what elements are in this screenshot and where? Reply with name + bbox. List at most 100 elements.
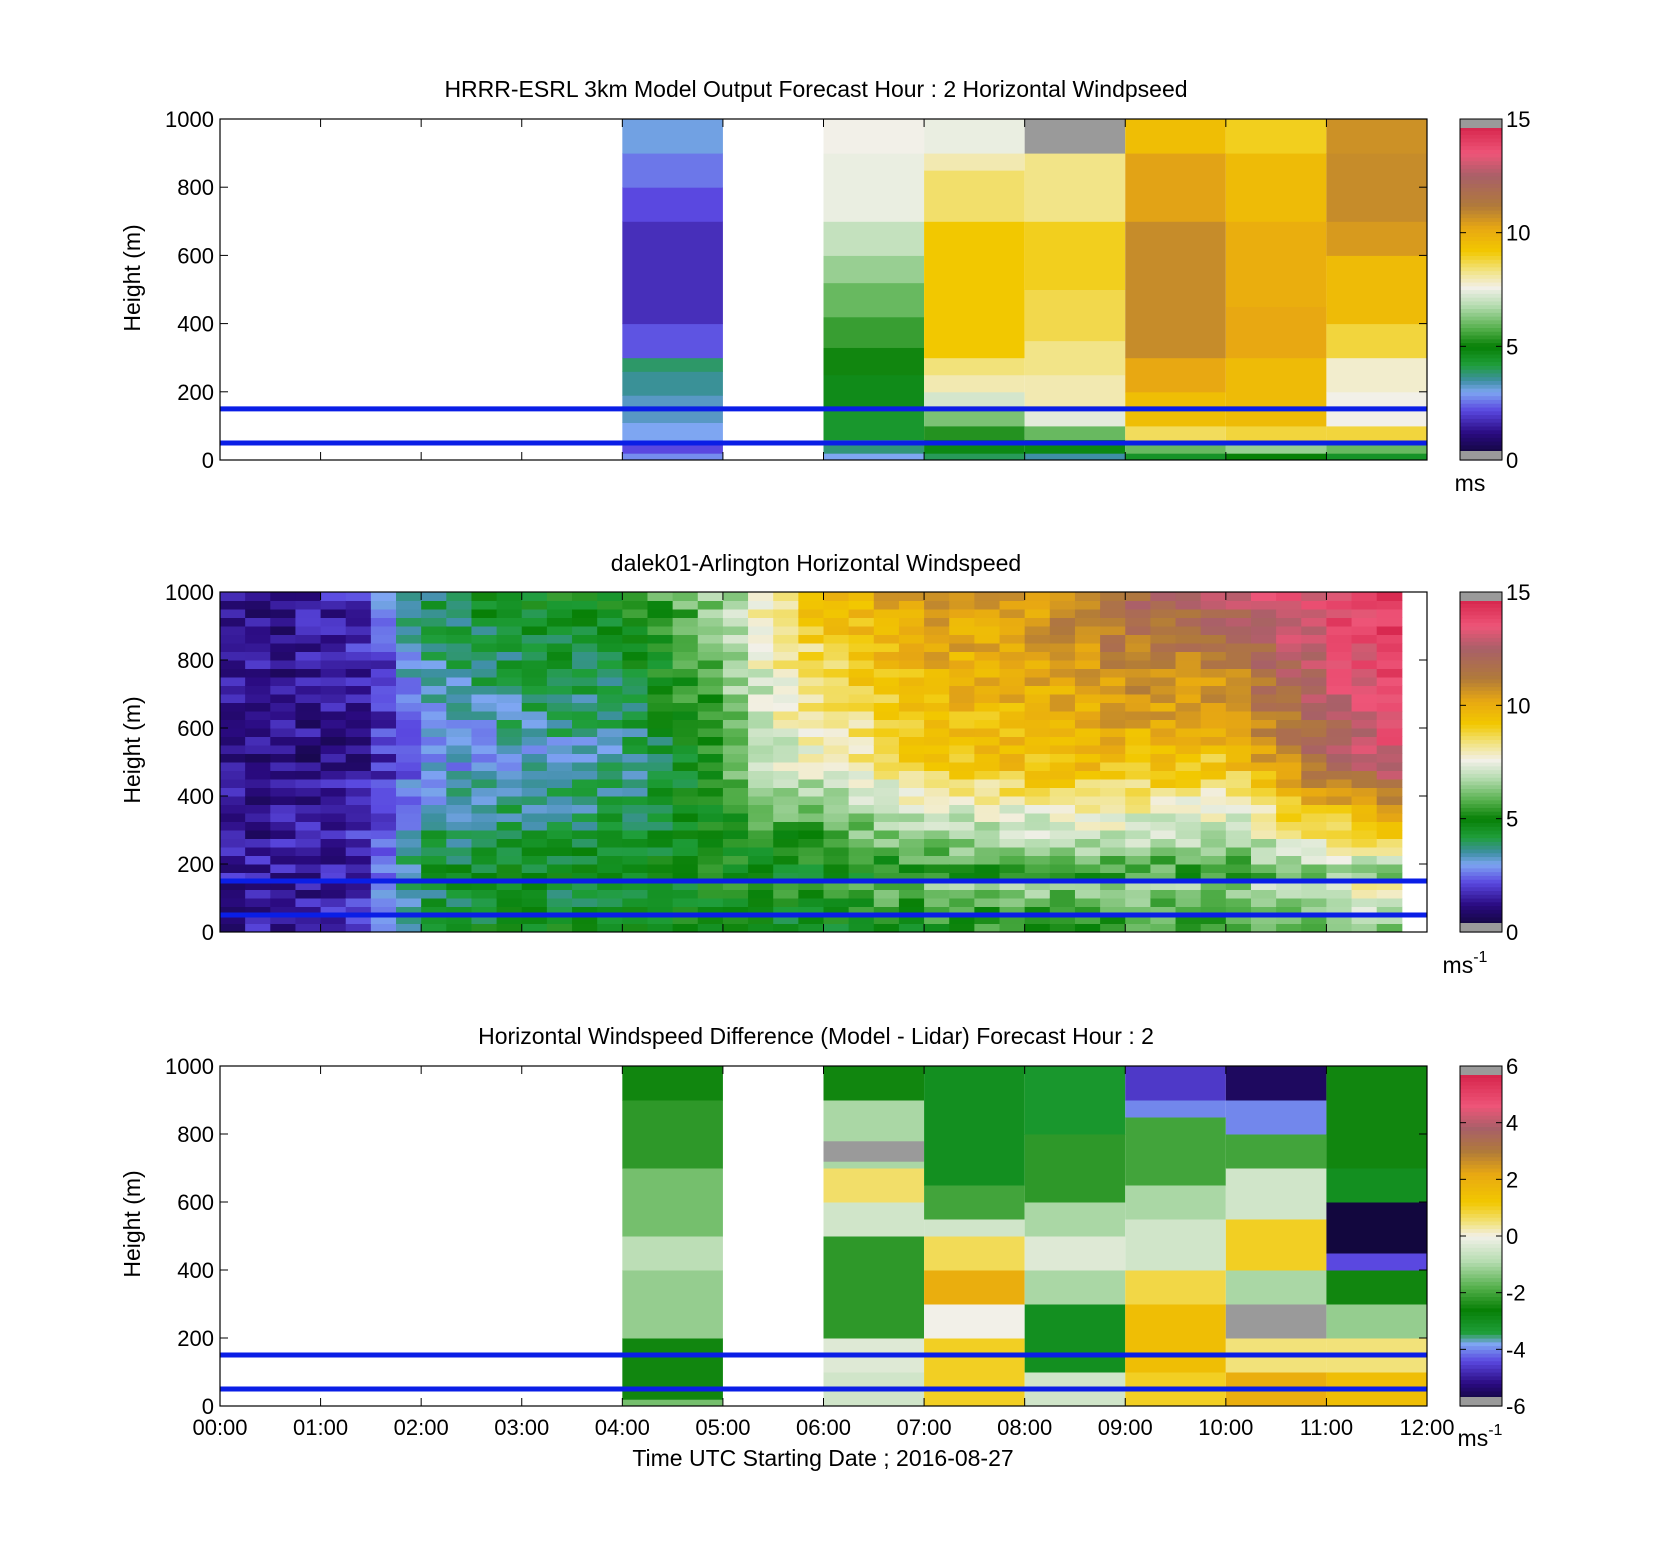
colorbar-swatch (1460, 898, 1502, 903)
heatmap-cell (873, 796, 900, 805)
colorbar-swatch (1460, 141, 1502, 147)
heatmap-cell (471, 694, 498, 703)
colorbar-swatch (1460, 1341, 1502, 1347)
heatmap-cell (295, 711, 322, 720)
heatmap-cell (370, 736, 397, 746)
heatmap-cell (421, 643, 447, 652)
heatmap-cell (924, 728, 950, 737)
reference-lines (220, 878, 1427, 918)
heatmap-cell (1250, 830, 1277, 839)
y-tick-label: 0 (202, 920, 214, 945)
heatmap-cell (823, 923, 850, 933)
heatmap-cell (421, 872, 447, 882)
heatmap-cell (622, 813, 648, 822)
heatmap-cell (924, 153, 1025, 171)
heatmap-cell (245, 872, 271, 882)
heatmap-cell (370, 745, 397, 754)
colorbar-swatch (1460, 784, 1502, 790)
heatmap-cell (1376, 855, 1403, 865)
heatmap-cell (1376, 745, 1403, 754)
heatmap-cell (1276, 838, 1302, 848)
heatmap-cell (1150, 872, 1177, 882)
heatmap-cell (471, 685, 498, 695)
heatmap-cell (1049, 711, 1076, 720)
y-tick-label: 400 (177, 1258, 214, 1283)
heatmap-cell (1276, 915, 1302, 924)
heatmap-cell (974, 779, 1001, 788)
heatmap-cell (521, 813, 548, 822)
heatmap-cell (295, 745, 322, 754)
heatmap-cell (521, 651, 548, 661)
heatmap-cell (521, 736, 548, 746)
heatmap-cell (873, 600, 900, 610)
heatmap-cell (421, 787, 447, 797)
heatmap-cell (1301, 864, 1327, 873)
heatmap-cell (1250, 864, 1277, 873)
heatmap-cell (974, 915, 1001, 924)
colorbar-swatch (1460, 833, 1502, 839)
heatmap-cell (1351, 889, 1378, 899)
heatmap-cell (320, 634, 347, 644)
heatmap-cell (1326, 702, 1353, 712)
heatmap-cell (370, 821, 397, 831)
heatmap-cell (370, 804, 397, 814)
heatmap-cell (1301, 626, 1327, 635)
heatmap-cell (1376, 872, 1403, 882)
heatmap-cell (974, 711, 1001, 720)
heatmap-cell (622, 779, 648, 788)
heatmap-cell (672, 660, 699, 669)
heatmap-cell (722, 770, 749, 780)
heatmap-cell (370, 838, 397, 848)
heatmap-cell (1276, 779, 1302, 788)
heatmap-cell (1301, 685, 1327, 695)
heatmap-cell (748, 855, 774, 865)
x-tick-label: 01:00 (293, 1415, 348, 1440)
heatmap-cell (572, 719, 598, 729)
heatmap-cell (1125, 898, 1151, 907)
heatmap-cell (748, 864, 774, 873)
colorbar-unit: ms-1 (1458, 1422, 1503, 1451)
x-tick-label: 08:00 (997, 1415, 1052, 1440)
heatmap-cell (1225, 830, 1252, 839)
heatmap-cell (370, 728, 397, 737)
heatmap-cell (1049, 753, 1076, 763)
heatmap-cell (924, 762, 950, 771)
colorbar-swatch (1460, 879, 1502, 884)
heatmap-cell (672, 847, 699, 856)
colorbar-swatch (1460, 1081, 1502, 1086)
heatmap-cell (1074, 643, 1101, 652)
heatmap-cell (446, 915, 472, 924)
heatmap-cell (848, 915, 875, 924)
heatmap-cell (798, 804, 824, 814)
heatmap-cell (873, 855, 900, 865)
heatmap-cell (521, 677, 548, 686)
heatmap-cell (798, 889, 824, 899)
heatmap-cell (1326, 323, 1427, 359)
heatmap-cell (270, 881, 296, 890)
heatmap-cell (924, 677, 950, 686)
heatmap-cell (496, 762, 523, 771)
heatmap-cell (748, 898, 774, 907)
heatmap-cell (471, 881, 498, 890)
heatmap-cell (446, 898, 472, 907)
colorbar-swatch (1460, 629, 1502, 635)
heatmap-cell (773, 634, 799, 644)
heatmap-cell (1024, 651, 1051, 661)
heatmap-cell (1250, 847, 1277, 856)
heatmap-cell (1250, 668, 1277, 678)
heatmap-cell (1024, 923, 1051, 933)
heatmap-cell (320, 906, 347, 916)
heatmap-cell (1100, 898, 1126, 907)
heatmap-cell (1150, 626, 1177, 635)
heatmap-cell (396, 762, 422, 771)
colorbar-swatch (1460, 251, 1502, 256)
heatmap-cell (597, 711, 623, 720)
heatmap-cell (873, 864, 900, 873)
heatmap-cell (999, 804, 1026, 814)
heatmap-cell (1225, 442, 1327, 454)
heatmap-cell (295, 592, 322, 601)
heatmap-cell (1326, 668, 1353, 678)
heatmap-cell (999, 711, 1026, 720)
heatmap-cell (672, 796, 699, 805)
colorbar-swatch (1460, 228, 1502, 234)
